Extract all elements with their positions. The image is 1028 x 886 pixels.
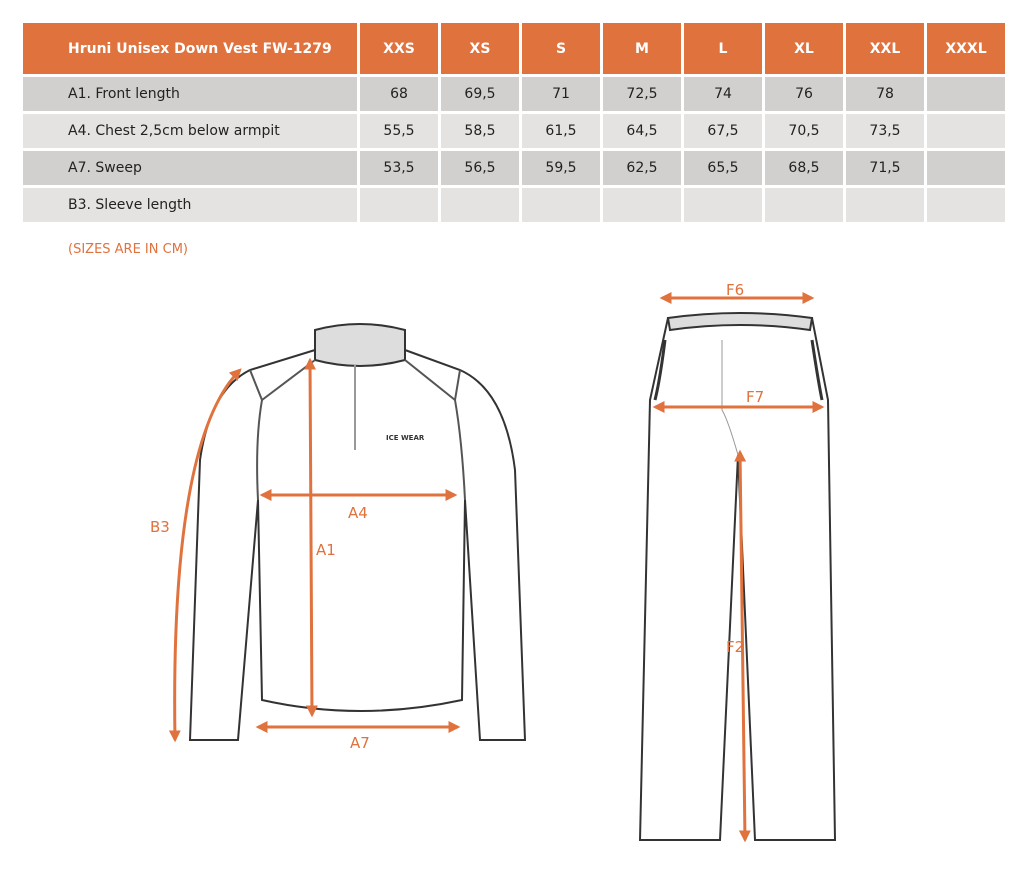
a7-label: A7 [350, 734, 370, 752]
row-label: A1. Front length [23, 77, 357, 111]
table-cell: 64,5 [603, 114, 681, 148]
size-header: XXXL [927, 23, 1005, 74]
measure-arrows [168, 292, 825, 843]
table-cell: 73,5 [846, 114, 924, 148]
table-cell [360, 188, 438, 222]
table-cell [927, 114, 1005, 148]
table-cell: 53,5 [360, 151, 438, 185]
table-cell: 74 [684, 77, 762, 111]
b3-arrow [168, 368, 242, 743]
a1-label: A1 [316, 541, 336, 559]
row-label: A7. Sweep [23, 151, 357, 185]
size-header: XXL [846, 23, 924, 74]
table-cell: 68,5 [765, 151, 843, 185]
table-cell: 69,5 [441, 77, 519, 111]
size-header: XS [441, 23, 519, 74]
table-cell [603, 188, 681, 222]
f2-label: F2 [726, 638, 744, 656]
table-cell: 68 [360, 77, 438, 111]
table-cell [522, 188, 600, 222]
ice-wear-logo: ICE WEAR [386, 434, 425, 442]
table-row: A7. Sweep 53,5 56,5 59,5 62,5 65,5 68,5 71,5 [23, 151, 1005, 185]
table-cell: 78 [846, 77, 924, 111]
table-cell: 55,5 [360, 114, 438, 148]
table-cell: 67,5 [684, 114, 762, 148]
table-cell: 61,5 [522, 114, 600, 148]
table-cell: 72,5 [603, 77, 681, 111]
pants-drawing [638, 312, 837, 841]
f6-label: F6 [726, 281, 744, 299]
size-table: Hruni Unisex Down Vest FW-1279 XXS XS S M L XL… [20, 20, 1008, 225]
size-header: XXS [360, 23, 438, 74]
row-label: A4. Chest 2,5cm below armpit [23, 114, 357, 148]
table-cell: 62,5 [603, 151, 681, 185]
table-title: Hruni Unisex Down Vest FW-1279 [23, 23, 357, 74]
size-header: S [522, 23, 600, 74]
table-cell [927, 151, 1005, 185]
table-cell: 59,5 [522, 151, 600, 185]
table-cell [846, 188, 924, 222]
size-header: L [684, 23, 762, 74]
table-row: B3. Sleeve length [23, 188, 1005, 222]
table-cell: 70,5 [765, 114, 843, 148]
table-cell [765, 188, 843, 222]
table-cell: 58,5 [441, 114, 519, 148]
b3-label: B3 [150, 518, 170, 536]
size-header: M [603, 23, 681, 74]
table-cell [927, 77, 1005, 111]
table-cell [684, 188, 762, 222]
table-cell [927, 188, 1005, 222]
table-cell: 71,5 [846, 151, 924, 185]
table-cell: 65,5 [684, 151, 762, 185]
f7-label: F7 [746, 388, 764, 406]
table-cell: 76 [765, 77, 843, 111]
units-note: (SIZES ARE IN CM) [68, 242, 188, 257]
table-cell [441, 188, 519, 222]
a1-arrow [304, 357, 318, 718]
table-cell: 71 [522, 77, 600, 111]
table-row: A1. Front length 68 69,5 71 72,5 74 76 78 [23, 77, 1005, 111]
a4-label: A4 [348, 504, 368, 522]
table-cell: 56,5 [441, 151, 519, 185]
table-row: A4. Chest 2,5cm below armpit 55,5 58,5 61,5… [23, 114, 1005, 148]
f2-arrow [734, 449, 751, 843]
jacket-drawing [188, 323, 527, 741]
row-label: B3. Sleeve length [23, 188, 357, 222]
size-header: XL [765, 23, 843, 74]
